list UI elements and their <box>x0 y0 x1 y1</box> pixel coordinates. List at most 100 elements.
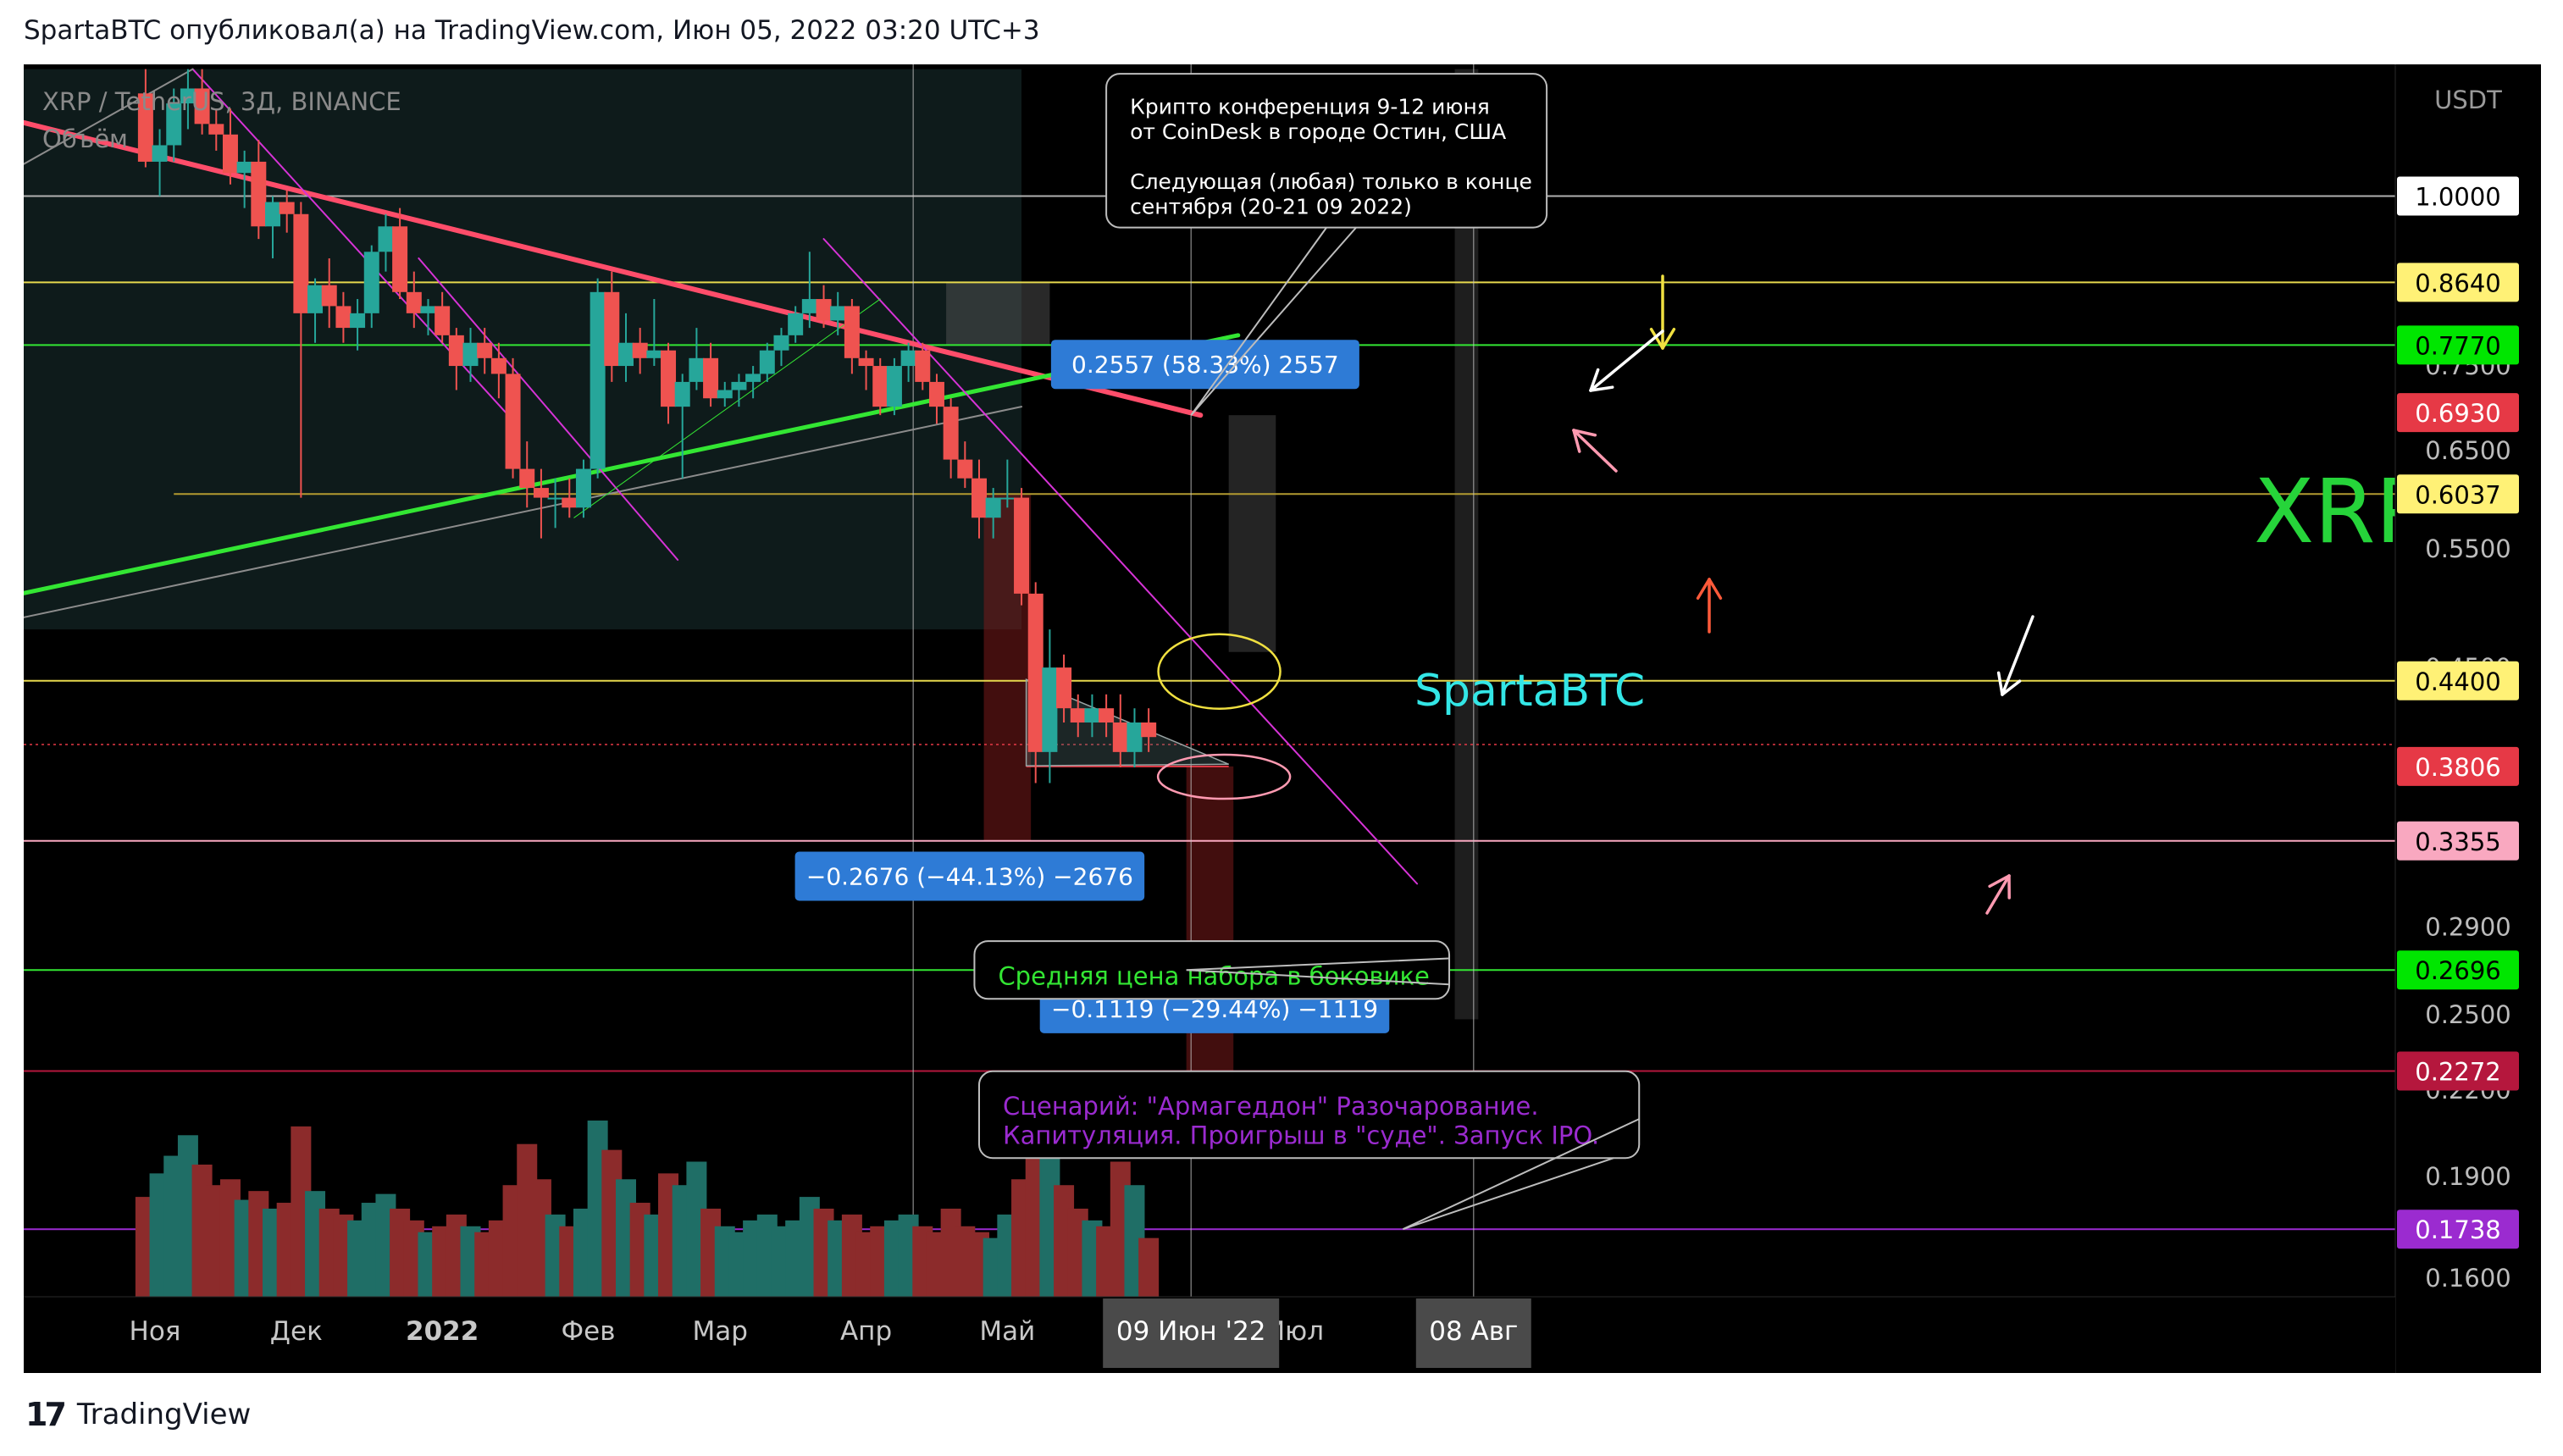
white-arrow-lower <box>2001 615 2034 696</box>
currency-label: USDT <box>2434 86 2502 114</box>
price-label: 0.1738 <box>2397 1210 2519 1249</box>
price-tick: 0.2500 <box>2425 1000 2510 1029</box>
candle-body <box>773 335 789 351</box>
red-up-arrow-head <box>1708 578 1723 601</box>
callout-pointer <box>1402 1118 1640 1231</box>
price-chart[interactable]: XRP SpartaBTC XRP / TetherUS, 3Д, BINANCE О… <box>24 64 2541 1373</box>
volume-label: Объём <box>42 125 128 153</box>
price-label-text: 0.2272 <box>2415 1057 2500 1086</box>
volume-bar <box>1138 1237 1160 1297</box>
candle-body <box>547 497 563 500</box>
candle-body <box>830 306 846 321</box>
candle-body <box>335 306 352 329</box>
price-label: 0.7770 <box>2397 325 2519 365</box>
highlight-ellipse-yellow <box>1157 633 1282 711</box>
candle-body <box>972 478 987 518</box>
time-highlight-text: 08 Авг <box>1429 1316 1518 1347</box>
price-label: 0.3355 <box>2397 821 2519 861</box>
callout-line: Крипто конференция 9-12 июня <box>1130 95 1490 119</box>
candle-body <box>788 313 804 335</box>
candle-body <box>872 366 888 407</box>
price-label: 0.4400 <box>2397 661 2519 700</box>
measure-label-bg <box>794 851 1145 901</box>
callout-line: Средняя цена набора в боковике <box>998 961 1429 990</box>
candle-body <box>928 381 944 407</box>
price-label-bg <box>2397 393 2519 433</box>
plot-area: XRP SpartaBTC XRP / TetherUS, 3Д, BINANCE О… <box>24 64 2428 1297</box>
candle-body <box>745 374 761 382</box>
time-highlight-bg <box>1415 1298 1531 1368</box>
price-label: 0.3806 <box>2397 746 2519 786</box>
time-tick: Дек <box>270 1316 323 1347</box>
white-arrow-top-head <box>1589 385 1614 392</box>
candle-body <box>590 291 606 469</box>
time-tick: Ноя <box>130 1316 181 1347</box>
candle-body <box>717 390 733 399</box>
price-label-bg <box>2397 661 2519 700</box>
price-label: 0.8640 <box>2397 263 2519 302</box>
price-label: 0.2272 <box>2397 1051 2519 1091</box>
price-label-bg <box>2397 1051 2519 1091</box>
time-highlight: 09 Июн '22 <box>1103 1298 1280 1368</box>
price-label-text: 0.6037 <box>2415 480 2500 509</box>
measure-label: 0.2557 (58.33%) 2557 <box>1050 340 1359 390</box>
time-highlight-bg <box>1103 1298 1280 1368</box>
candle-body <box>208 124 224 135</box>
callout-line: сентября (20-21 09 2022) <box>1130 195 1412 219</box>
highlight-ellipse-pink <box>1156 753 1292 800</box>
candle-body <box>194 88 210 125</box>
tradingview-logo-icon: 17 <box>25 1396 67 1433</box>
candle-body <box>490 357 507 374</box>
time-highlight: 08 Авг <box>1415 1298 1531 1368</box>
pink-up-arrow <box>1985 874 2011 915</box>
white-arrow-top-head <box>1589 368 1600 392</box>
price-label-bg <box>2397 746 2519 786</box>
price-label-text: 0.3806 <box>2415 753 2500 782</box>
candle-body <box>1112 722 1128 752</box>
candle-body <box>420 306 436 313</box>
trendline <box>24 119 1204 418</box>
time-tick: Мар <box>692 1316 747 1347</box>
price-tick: 0.1600 <box>2425 1264 2510 1293</box>
candle-body <box>900 350 916 367</box>
measure-label-bg <box>1050 340 1359 390</box>
candle-body <box>632 342 648 358</box>
tradingview-logo[interactable]: 17 TradingView <box>25 1396 251 1433</box>
callout-line: Капитуляция. Проигрыш в "суде". Запуск I… <box>1003 1121 1599 1149</box>
candle-body <box>1127 722 1143 752</box>
price-label-bg <box>2397 263 2519 302</box>
time-tick: Апр <box>840 1316 892 1347</box>
candle-body <box>505 374 521 469</box>
candle-body <box>801 299 817 313</box>
candle-body <box>462 342 479 367</box>
candle-body <box>363 252 379 313</box>
tradingview-brand: TradingView <box>76 1398 252 1431</box>
candle-body <box>180 88 196 104</box>
callout-box: Средняя цена набора в боковике <box>973 940 1451 1000</box>
candle-body <box>448 335 464 367</box>
candle-body <box>519 468 535 489</box>
candle-body <box>1141 722 1157 738</box>
time-highlight-text: 09 Июн '22 <box>1116 1316 1266 1347</box>
chart-canvas[interactable]: XRP SpartaBTC XRP / TetherUS, 3Д, BINANCE О… <box>24 64 2541 1373</box>
xrp-watermark: XRP <box>2254 460 2428 563</box>
candle-body <box>1084 708 1100 722</box>
price-label-bg <box>2397 176 2519 216</box>
candle-body <box>293 213 309 313</box>
candle-body <box>957 459 973 479</box>
candle-body <box>618 342 634 367</box>
callout-line: Следующая (любая) только в конце <box>1130 169 1532 194</box>
callout-border <box>973 940 1451 1000</box>
shaded-zone <box>1228 415 1276 652</box>
time-tick: 2022 <box>406 1316 479 1347</box>
candle-body <box>152 145 168 162</box>
trendline <box>418 257 679 562</box>
candle-body <box>279 202 295 214</box>
candle-body <box>392 226 408 292</box>
measure-label-text: −0.1119 (−29.44%) −1119 <box>1051 995 1378 1023</box>
callout-border <box>978 1070 1641 1160</box>
candle-body <box>943 407 959 460</box>
candle-body <box>759 350 775 374</box>
candle-body <box>1070 708 1086 722</box>
price-label-text: 0.2696 <box>2415 956 2500 985</box>
